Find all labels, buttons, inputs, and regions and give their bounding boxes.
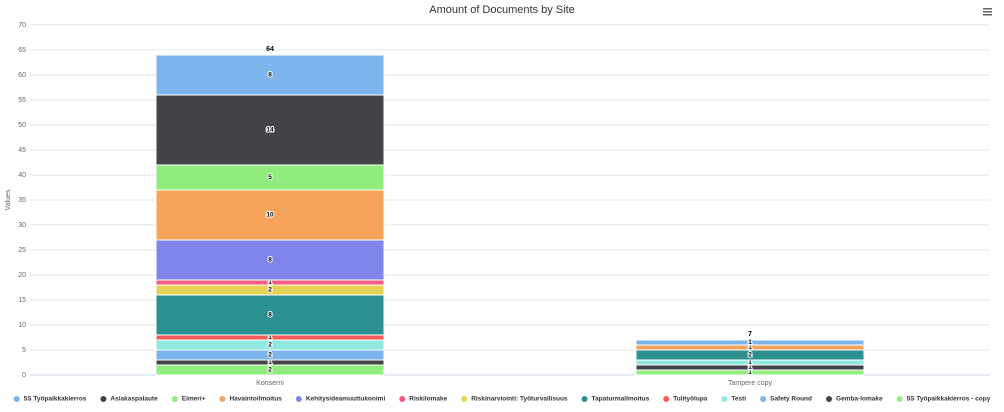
bar-segment — [155, 54, 385, 96]
data-label: 10 — [266, 212, 274, 219]
data-label: 1 — [748, 369, 752, 376]
legend-item[interactable]: Gemba-lomake — [826, 396, 883, 403]
legend-item[interactable]: Testi — [721, 396, 746, 403]
data-label: 2 — [268, 352, 272, 359]
legend-symbol — [399, 396, 406, 402]
y-tick-label: 20 — [18, 272, 26, 279]
x-tick-label: Konserni — [256, 380, 284, 387]
data-label: 5 — [268, 174, 272, 181]
y-tick-label: 40 — [18, 172, 26, 179]
data-label: 1 — [748, 364, 752, 371]
legend-label: Asiakaspalaute — [110, 396, 158, 403]
bar-segment — [155, 164, 385, 191]
legend-label: Testi — [731, 396, 746, 403]
legend-label: Gemba-lomake — [836, 396, 883, 403]
y-tick-label: 70 — [18, 22, 26, 29]
bar-segment — [155, 239, 385, 281]
y-tick-label: 35 — [18, 197, 26, 204]
legend-item[interactable]: Riskilomake — [399, 396, 448, 403]
y-tick-label: 10 — [18, 322, 26, 329]
legend: 5S Työpaikkakierros Asiakaspalaute Elmeri+… — [13, 396, 991, 403]
legend-item[interactable]: Riskinarviointi: Työturvallisuus — [461, 396, 568, 403]
menu-bar — [983, 14, 992, 16]
legend-item[interactable]: Elmeri+ — [171, 396, 206, 403]
legend-symbol — [760, 396, 767, 402]
legend-symbol — [219, 396, 226, 402]
legend-label: Riskinarviointi: Työturvallisuus — [471, 396, 568, 403]
legend-label: Safety Round — [770, 396, 812, 403]
legend-label: Elmeri+ — [182, 396, 206, 403]
data-label: 14 — [266, 127, 274, 134]
data-label: 8 — [268, 72, 272, 79]
menu-bar — [983, 11, 992, 13]
y-tick-label: 60 — [18, 72, 26, 79]
data-label: 8 — [268, 257, 272, 264]
y-tick-label: 0 — [22, 372, 26, 379]
legend-symbol — [896, 396, 903, 402]
data-label: 8 — [268, 312, 272, 319]
legend-symbol — [461, 396, 468, 402]
data-label: 1 — [748, 344, 752, 351]
data-label: 1 — [268, 334, 272, 341]
menu-bar — [983, 8, 992, 10]
legend-label: Riskilomake — [409, 396, 447, 403]
legend-item[interactable]: Asiakaspalaute — [100, 396, 158, 403]
legend-item[interactable]: 5S Työpaikkakierros - copy — [896, 396, 991, 403]
y-tick-label: 15 — [18, 297, 26, 304]
y-tick-label: 25 — [18, 247, 26, 254]
stack-total: 7 — [748, 331, 752, 338]
legend-item[interactable]: Safety Round — [760, 396, 812, 403]
legend-symbol — [663, 396, 670, 402]
legend-symbol — [826, 396, 833, 402]
legend-item[interactable]: Kehitysideamuuttukonimi — [295, 396, 386, 403]
data-label: 1 — [748, 339, 752, 346]
bar-segment — [155, 94, 385, 166]
legend-item[interactable]: Tulityölupa — [663, 396, 708, 403]
y-tick-label: 65 — [18, 47, 26, 54]
y-tick-label: 30 — [18, 222, 26, 229]
legend-label: Kehitysideamuuttukonimi — [306, 396, 386, 403]
bar-segment — [155, 189, 385, 241]
legend-symbol — [100, 396, 107, 402]
bar-segment — [155, 294, 385, 336]
data-label: 2 — [268, 287, 272, 294]
legend-label: Havaintoilmoitus — [229, 396, 282, 403]
legend-symbol — [721, 396, 728, 402]
y-tick-label: 55 — [18, 97, 26, 104]
legend-label: 5S Työpaikkakierros - copy — [907, 396, 991, 403]
menu-button[interactable] — [983, 8, 992, 16]
legend-label: Tulityölupa — [673, 396, 708, 403]
data-label: 2 — [748, 352, 752, 359]
chart-title: Amount of Documents by Site — [429, 4, 575, 16]
legend-symbol — [171, 396, 178, 402]
data-label: 2 — [268, 342, 272, 349]
y-tick-label: 50 — [18, 122, 26, 129]
y-axis-title: Values — [5, 189, 12, 210]
x-tick-label: Tampere copy — [728, 380, 772, 387]
legend-symbol — [13, 396, 20, 402]
legend-item[interactable]: Havaintoilmoitus — [219, 396, 282, 403]
data-label: 1 — [748, 359, 752, 366]
data-label: 1 — [268, 359, 272, 366]
legend-item[interactable]: 5S Työpaikkakierros — [13, 396, 87, 403]
data-label: 1 — [268, 279, 272, 286]
data-label: 2 — [268, 367, 272, 374]
legend-item[interactable]: Tapaturmailmoitus — [581, 396, 650, 403]
legend-label: Tapaturmailmoitus — [592, 396, 650, 403]
y-tick-label: 45 — [18, 147, 26, 154]
y-tick-label: 5 — [22, 347, 26, 354]
legend-symbol — [581, 396, 588, 402]
legend-label: 5S Työpaikkakierros — [24, 396, 87, 403]
stack-total: 64 — [266, 46, 274, 53]
bar-segment — [635, 339, 865, 346]
legend-symbol — [295, 396, 302, 402]
